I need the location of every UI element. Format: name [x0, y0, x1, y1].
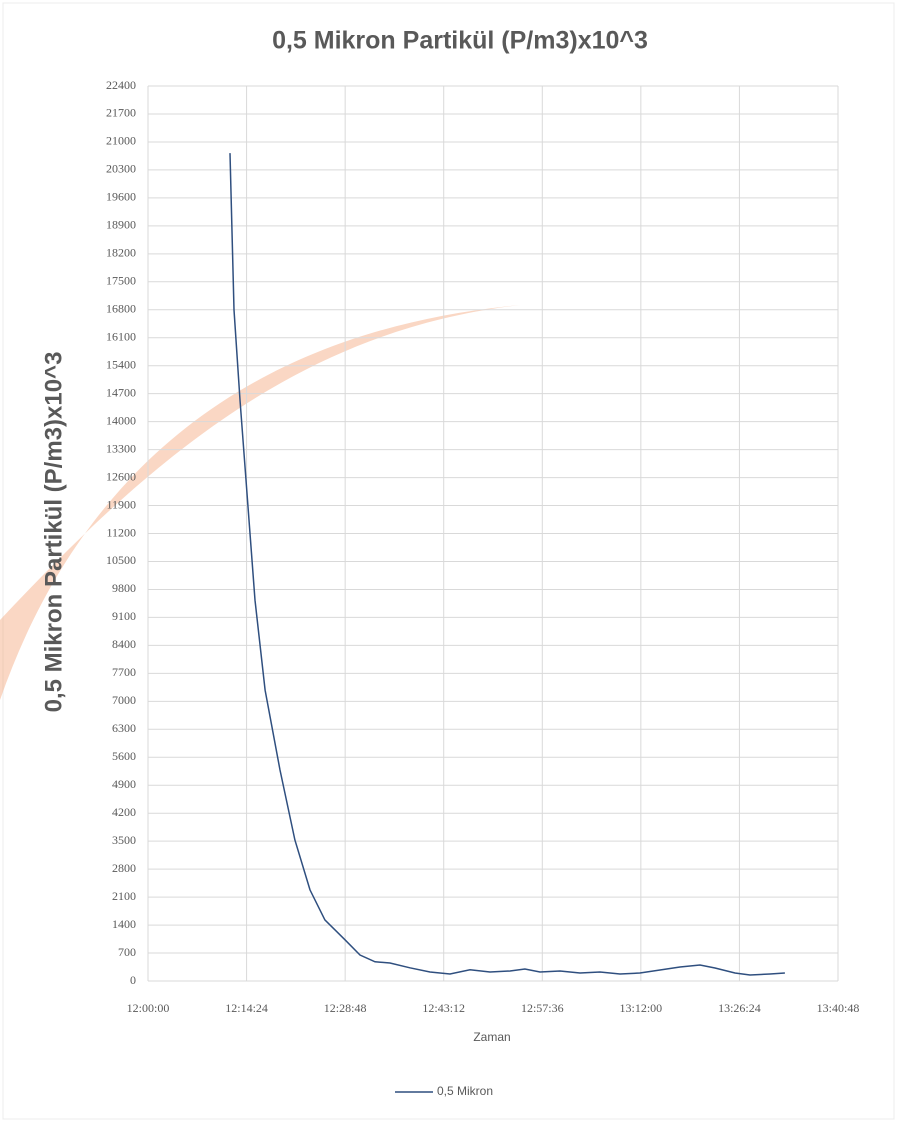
x-tick-label: 13:26:24: [718, 1001, 761, 1015]
legend-label: 0,5 Mikron: [437, 1084, 493, 1098]
chart: 0,5 Mikron Partikül (P/m3)x10^3 0,5 Mikr…: [0, 0, 897, 1122]
x-tick-label: 12:14:24: [225, 1001, 268, 1015]
y-tick-label: 7700: [112, 665, 136, 679]
y-axis-title: 0,5 Mikron Partikül (P/m3)x10^3: [40, 352, 67, 713]
y-tick-label: 2100: [112, 889, 136, 903]
y-tick-label: 15400: [106, 357, 136, 371]
y-tick-label: 19600: [106, 190, 136, 204]
x-axis-title: Zaman: [473, 1030, 510, 1044]
y-tick-label: 700: [118, 945, 136, 959]
y-tick-label: 1400: [112, 917, 136, 931]
x-tick-label: 12:28:48: [324, 1001, 367, 1015]
chart-title: 0,5 Mikron Partikül (P/m3)x10^3: [272, 27, 648, 55]
x-tick-label: 13:12:00: [620, 1001, 663, 1015]
y-tick-label: 17500: [106, 274, 136, 288]
y-tick-label: 9800: [112, 581, 136, 595]
y-tick-label: 4900: [112, 777, 136, 791]
y-tick-label: 22400: [106, 78, 136, 92]
y-tick-label: 6300: [112, 721, 136, 735]
y-tick-label: 10500: [106, 553, 136, 567]
y-tick-label: 7000: [112, 693, 136, 707]
y-tick-label: 21700: [106, 106, 136, 120]
y-tick-label: 20300: [106, 162, 136, 176]
y-tick-label: 11900: [106, 497, 136, 511]
y-tick-label: 12600: [106, 469, 136, 483]
y-tick-label: 21000: [106, 134, 136, 148]
y-tick-label: 18200: [106, 246, 136, 260]
y-tick-label: 9100: [112, 609, 136, 623]
y-tick-label: 16100: [106, 329, 136, 343]
y-tick-label: 3500: [112, 833, 136, 847]
y-tick-label: 13300: [106, 441, 136, 455]
y-tick-label: 14000: [106, 413, 136, 427]
y-tick-label: 0: [130, 973, 136, 987]
y-tick-label: 5600: [112, 749, 136, 763]
y-tick-label: 4200: [112, 805, 136, 819]
x-tick-label: 12:00:00: [127, 1001, 170, 1015]
y-tick-label: 16800: [106, 302, 136, 316]
y-tick-label: 18900: [106, 218, 136, 232]
y-tick-label: 2800: [112, 861, 136, 875]
y-tick-label: 14700: [106, 385, 136, 399]
y-tick-label: 11200: [106, 525, 136, 539]
x-tick-label: 12:57:36: [521, 1001, 564, 1015]
x-tick-label: 12:43:12: [422, 1001, 465, 1015]
y-tick-label: 8400: [112, 637, 136, 651]
x-tick-label: 13:40:48: [817, 1001, 860, 1015]
